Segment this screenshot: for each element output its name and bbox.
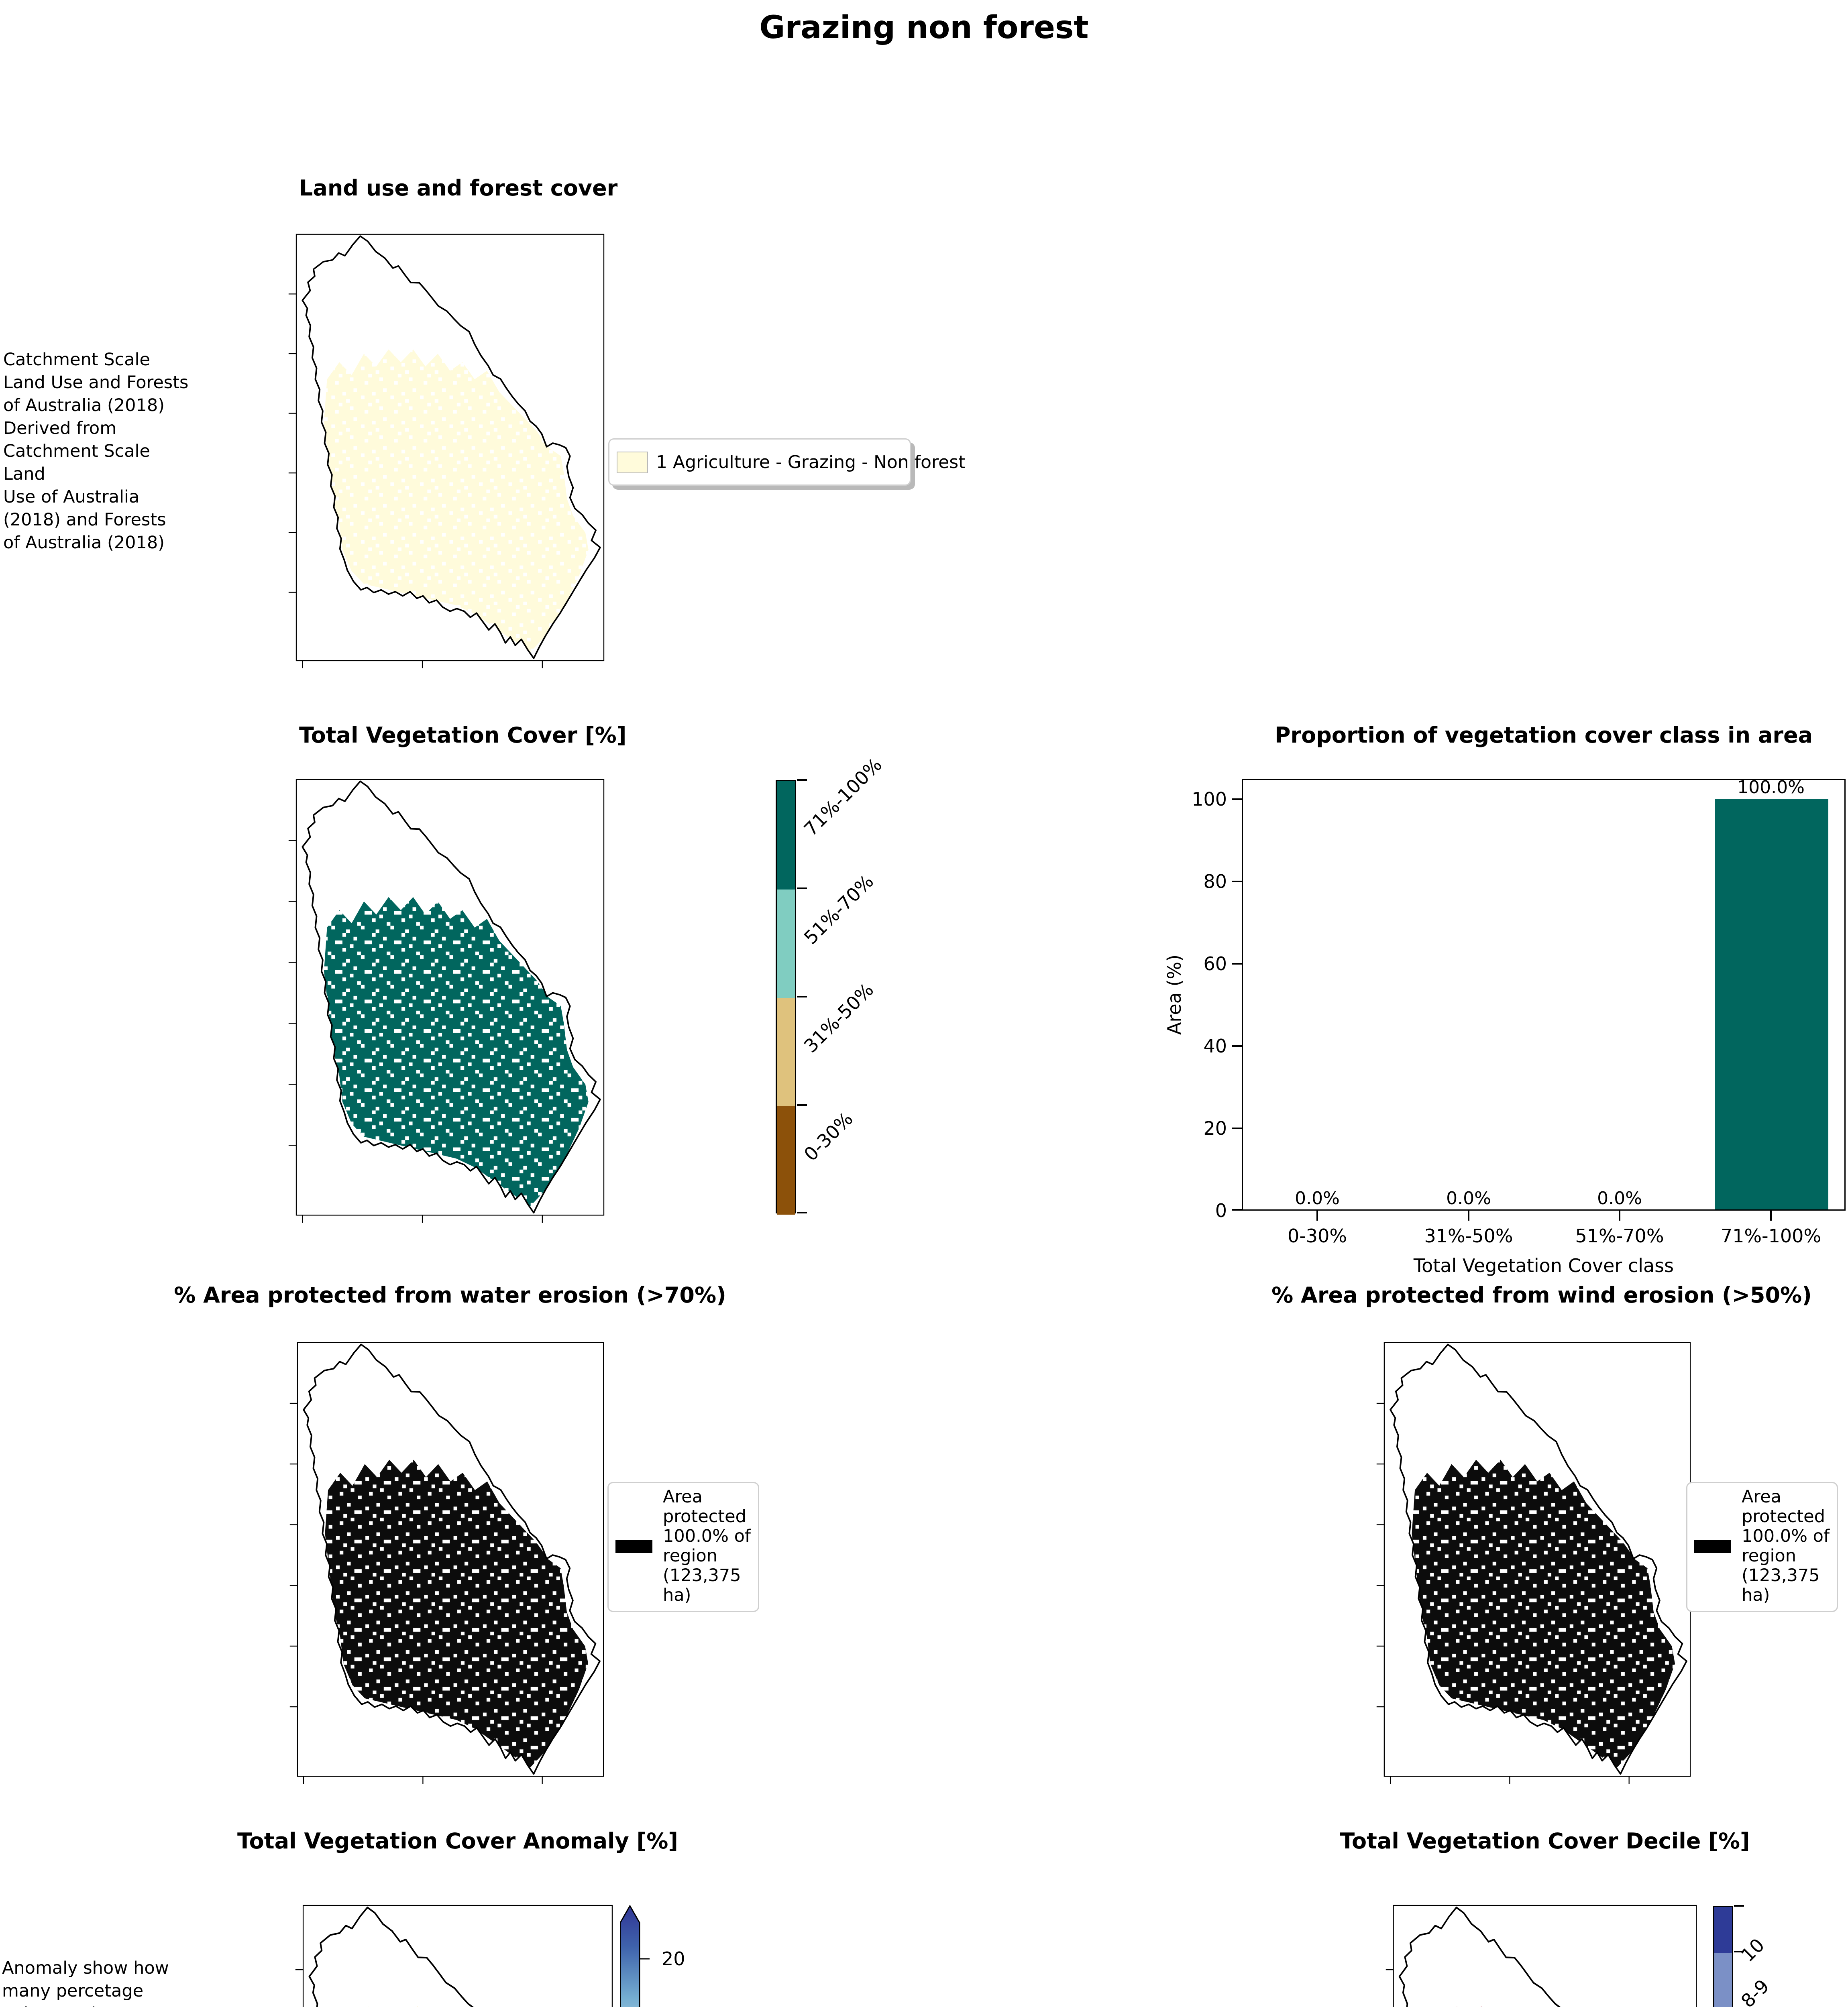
wind-erosion-map xyxy=(1376,1342,1691,1784)
land-use-map xyxy=(288,234,605,668)
wind-erosion-title: % Area protected from wind erosion (>50%… xyxy=(1271,1282,1812,1308)
ytick-100: 100 xyxy=(1192,788,1227,810)
water-erosion-title: % Area protected from water erosion (>70… xyxy=(174,1282,726,1308)
ytick-20: 20 xyxy=(1203,1117,1227,1139)
land-use-title: Land use and forest cover xyxy=(299,175,618,201)
anomaly-colorbar xyxy=(620,1905,650,2007)
proportion-chart-plot xyxy=(1242,779,1846,1211)
veg-cover-title: Total Vegetation Cover [%] xyxy=(299,723,627,748)
proportion-chart-title: Proportion of vegetation cover class in … xyxy=(1274,723,1813,748)
land-use-legend: 1 Agriculture - Grazing - Non forest xyxy=(608,438,965,486)
anomaly-tick-20: 20 xyxy=(662,1948,685,1970)
anomaly-map xyxy=(295,1905,613,2007)
water-erosion-legend-label: Area protected 100.0% of region (123,375… xyxy=(663,1487,751,1605)
xtick-71-100: 71%-100% xyxy=(1720,1225,1822,1247)
water-erosion-legend: Area protected 100.0% of region (123,375… xyxy=(607,1482,759,1612)
water-erosion-legend-swatch xyxy=(615,1540,652,1553)
bar-71-100 xyxy=(1715,799,1828,1209)
land-use-legend-swatch xyxy=(617,452,648,473)
page-title: Grazing non forest xyxy=(759,10,1089,46)
bar-value-51-70: 0.0% xyxy=(1597,1188,1642,1209)
ytick-0: 0 xyxy=(1215,1200,1227,1221)
decile-map xyxy=(1385,1905,1697,2007)
xtick-51-70: 51%-70% xyxy=(1575,1225,1664,1247)
ytick-80: 80 xyxy=(1203,871,1227,892)
wind-erosion-legend-label: Area protected 100.0% of region (123,375… xyxy=(1742,1487,1830,1605)
ytick-60: 60 xyxy=(1203,953,1227,975)
decile-cb-label-8-9: 8-9 xyxy=(1736,1975,1774,2007)
veg-cover-map xyxy=(288,779,605,1223)
ytick-40: 40 xyxy=(1203,1035,1227,1057)
chart-xlabel: Total Vegetation Cover class xyxy=(1413,1255,1674,1276)
water-erosion-map xyxy=(289,1342,604,1784)
decile-colorbar xyxy=(1713,1906,1733,2007)
xtick-31-50: 31%-50% xyxy=(1424,1225,1513,1247)
wind-erosion-legend-swatch xyxy=(1694,1540,1731,1553)
land-use-side-text: Catchment Scale Land Use and Forests of … xyxy=(3,350,189,553)
veg-cb-label-31-50: 31%-50% xyxy=(799,979,878,1057)
bar-value-31-50: 0.0% xyxy=(1446,1188,1491,1209)
anomaly-title: Total Vegetation Cover Anomaly [%] xyxy=(237,1828,678,1854)
decile-cb-label-10: 10 xyxy=(1736,1934,1769,1966)
veg-cb-label-71-100: 71%-100% xyxy=(799,753,886,840)
xtick-0-30: 0-30% xyxy=(1287,1225,1347,1247)
wind-erosion-legend: Area protected 100.0% of region (123,375… xyxy=(1686,1482,1838,1612)
anomaly-side-text: Anomaly show how many percetage points e… xyxy=(2,1958,169,2007)
veg-cover-colorbar xyxy=(776,780,796,1215)
land-use-legend-label: 1 Agriculture - Grazing - Non forest xyxy=(656,452,966,472)
bar-value-0-30: 0.0% xyxy=(1295,1188,1340,1209)
veg-cb-label-51-70: 51%-70% xyxy=(799,870,878,949)
veg-cb-label-0-30: 0-30% xyxy=(799,1108,857,1165)
decile-title: Total Vegetation Cover Decile [%] xyxy=(1340,1828,1750,1854)
bar-value-71-100: 100.0% xyxy=(1737,777,1805,798)
